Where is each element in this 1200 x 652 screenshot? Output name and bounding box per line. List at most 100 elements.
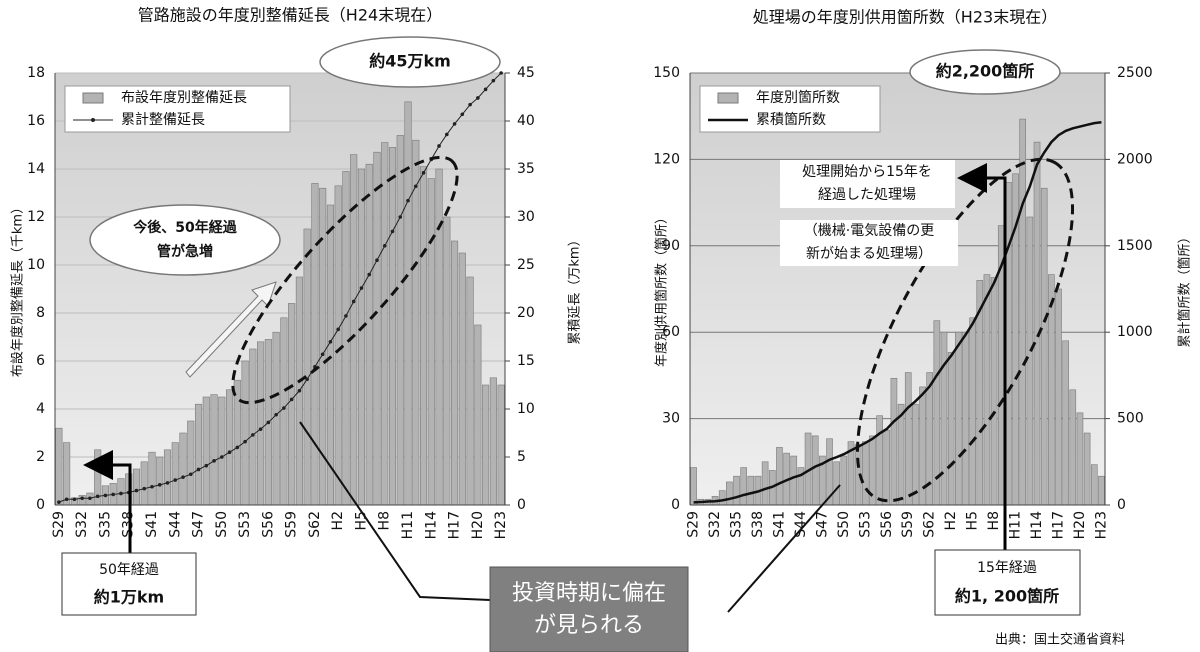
point [103,493,108,498]
note-bg [780,220,958,266]
y2-tick-label: 35 [517,161,535,177]
x-tick-label: S38 [750,511,766,538]
bar [326,204,334,506]
bar [55,427,63,506]
bar [990,277,998,506]
x-tick-label: S47 [814,511,830,538]
y-axis-label: 年度別供用箇所数（箇所） [654,211,670,367]
y2-tick-label: 2000 [1117,151,1153,167]
x-tick-label: S59 [284,511,300,538]
x-tick-label: S53 [237,511,253,538]
x-tick-label: S53 [857,511,873,538]
bubble [89,204,281,276]
x-tick-label: H23 [1093,511,1109,539]
bar [241,360,249,506]
y2-tick-label: 45 [517,65,535,81]
bar [840,455,848,506]
point [336,327,340,332]
bar [969,317,976,506]
bar [747,475,755,506]
bar [1069,389,1077,506]
point [64,497,69,502]
y-axis-label: 布設年度別整備延長（千km） [10,201,26,377]
bar [132,468,141,506]
bar [1040,187,1048,506]
bar [218,396,226,506]
x-tick-label: S41 [771,511,787,538]
bar [983,274,991,506]
point [328,340,333,344]
chart-title: 処理場の年度別供用箇所数（H23末現在） [753,8,1057,27]
legend-label: 年度別箇所数 [756,89,840,106]
bar [412,139,420,506]
x-tick-label: H23 [493,511,509,539]
dashed-ellipse [231,155,459,405]
bar [740,467,747,506]
bar [1055,288,1062,506]
connector [727,484,841,613]
y-tick-label: 8 [36,305,45,321]
bar [365,163,373,506]
box-text: 15年経過 [977,560,1037,576]
point [212,459,216,463]
bar [876,415,883,506]
bar [427,178,435,506]
point [452,122,457,126]
x-tick-label: S32 [707,511,723,538]
x-tick-label: S50 [836,511,852,538]
x-tick-label: H17 [447,511,463,539]
y-tick-label: 90 [662,238,680,254]
arrow [957,163,1007,550]
bar [280,317,288,506]
point [437,144,441,148]
point [344,314,348,318]
bar [156,456,164,506]
y-tick-label: 4 [36,401,45,417]
bar [148,451,156,506]
y2-tick-label: 15 [517,353,535,369]
y2-tick-label: 500 [1117,411,1144,427]
point [188,472,193,477]
legend-swatch [82,92,104,104]
point [367,272,372,277]
callout-text: 投資時期に偏在 [512,581,666,606]
point [413,184,418,189]
bar [226,389,234,506]
point [235,445,240,450]
bar [381,142,389,506]
bar [257,341,265,506]
point [406,198,410,203]
bar [311,183,319,506]
x-tick-label: S35 [729,511,745,538]
x-tick-label: H14 [1029,511,1045,539]
bar [1090,464,1098,506]
box [61,552,197,616]
point [460,112,465,117]
bar [690,467,697,506]
note: 処理開始から15年を [802,164,932,180]
y2-tick-label: 20 [517,305,535,321]
bar [776,447,783,506]
x-tick-label: H20 [470,511,486,539]
bar [357,168,366,506]
bar [458,252,466,506]
total-label: 約2,200箇所 [936,62,1035,81]
y-tick-label: 16 [27,113,45,129]
x-tick-label: S29 [51,511,67,538]
x-tick-label: S59 [900,511,916,538]
bar [489,377,497,506]
total-label: 約45万km [369,52,451,71]
y-tick-label: 60 [662,324,680,340]
y-tick-label: 6 [36,353,45,369]
point [165,481,170,485]
bar [388,147,397,506]
bar [451,240,459,506]
box-text: 50年経過 [99,562,159,578]
bar [761,461,769,506]
box-text: 約1万km [94,588,164,607]
point [359,286,364,290]
bar [1062,340,1069,506]
y2-axis-label: 累積延長（万km） [568,233,583,344]
y-tick-label: 120 [653,151,680,167]
